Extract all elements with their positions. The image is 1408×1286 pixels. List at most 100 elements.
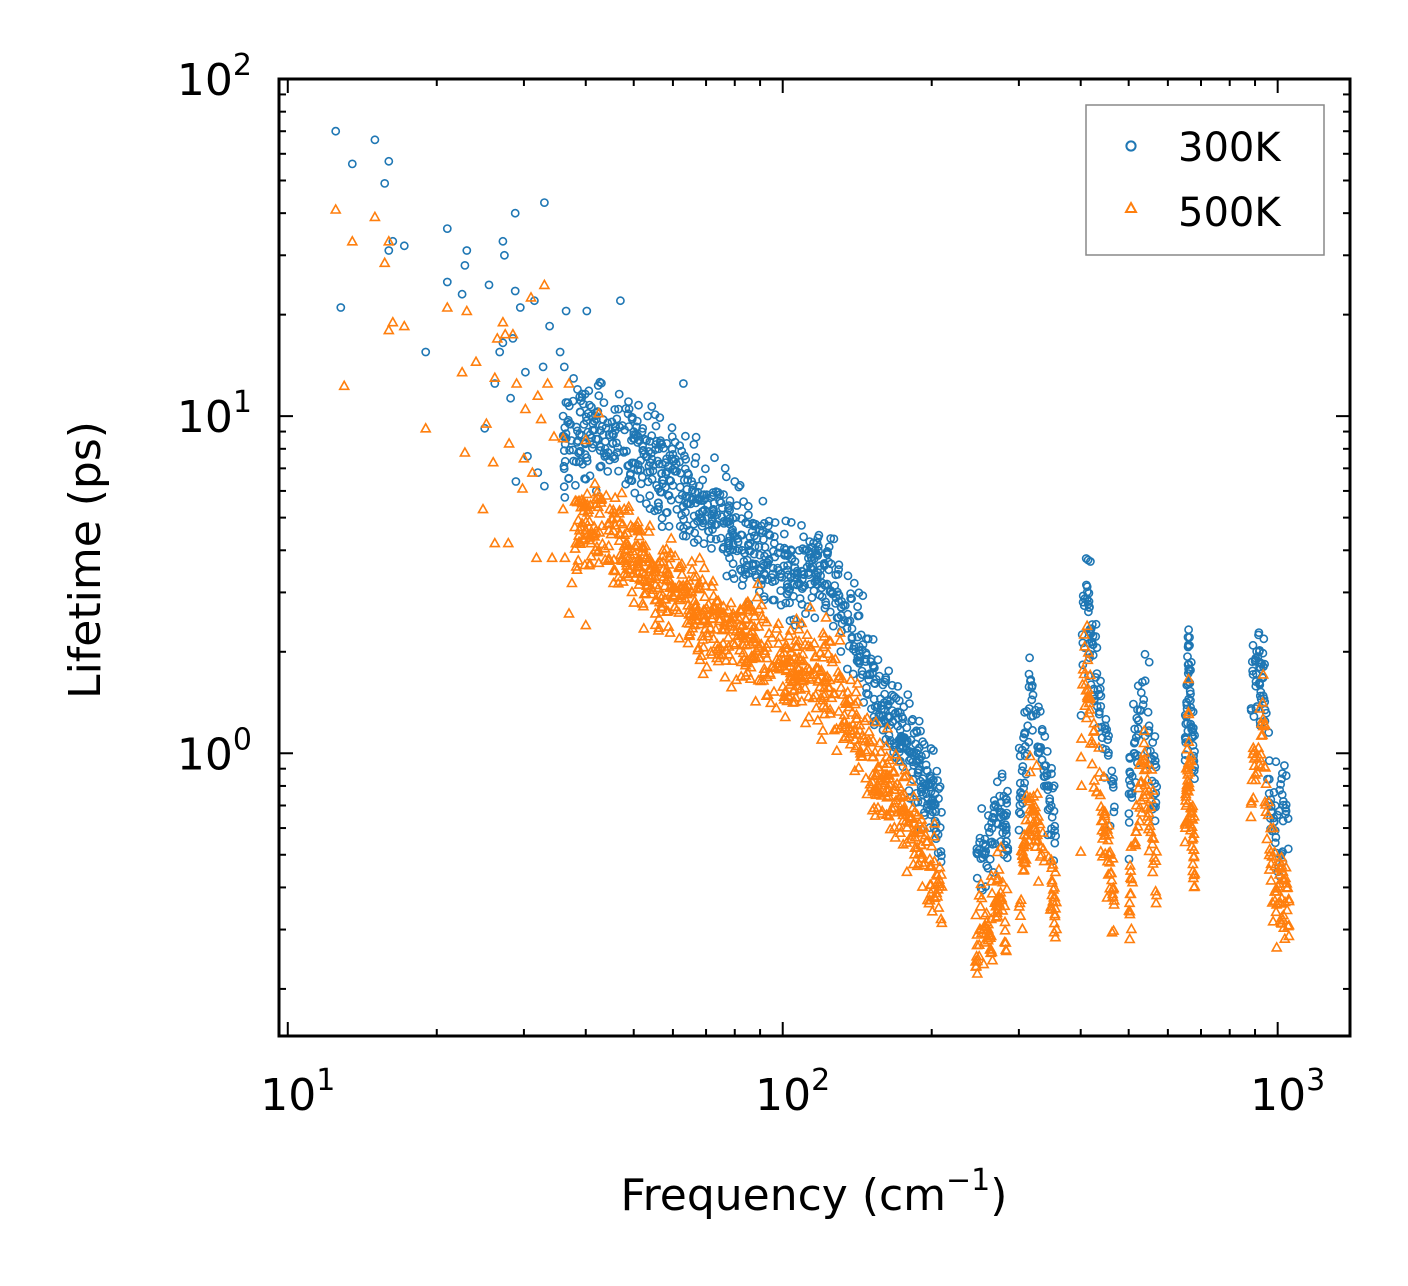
point-300k (506, 393, 515, 403)
point-300k (1256, 658, 1266, 668)
point-300k (779, 529, 789, 539)
point-500k (646, 557, 659, 568)
point-500k (1275, 911, 1288, 922)
point-300k (1126, 780, 1135, 790)
point-500k (1130, 799, 1143, 810)
point-500k (1098, 809, 1111, 821)
point-500k (916, 848, 928, 859)
point-300k (758, 496, 768, 506)
point-300k (1028, 711, 1038, 721)
point-300k (561, 398, 571, 407)
point-500k (1081, 653, 1094, 665)
point-300k (647, 431, 657, 441)
point-300k (1110, 802, 1119, 812)
point-300k (981, 842, 990, 851)
point-500k (897, 802, 910, 813)
point-300k (786, 518, 796, 527)
point-500k (626, 585, 638, 597)
point-500k (548, 430, 560, 441)
point-300k (1136, 688, 1146, 698)
point-300k (1102, 725, 1112, 734)
point-500k (975, 926, 988, 938)
point-500k (761, 637, 774, 648)
point-500k (893, 791, 906, 802)
point-500k (593, 526, 606, 537)
point-300k (560, 456, 570, 466)
point-500k (859, 735, 872, 746)
point-500k (888, 821, 901, 832)
point-300k (1015, 778, 1025, 788)
point-500k (824, 635, 837, 646)
point-300k (574, 456, 584, 466)
point-500k (1022, 792, 1035, 804)
point-300k (1251, 677, 1261, 686)
point-300k (498, 236, 508, 246)
point-500k (838, 716, 851, 727)
point-500k (745, 649, 758, 661)
point-500k (913, 846, 926, 857)
point-500k (788, 683, 801, 694)
point-500k (1024, 749, 1036, 761)
point-300k (1035, 743, 1044, 753)
point-500k (1245, 797, 1258, 808)
point-300k (1125, 769, 1135, 778)
point-500k (1280, 861, 1292, 872)
point-300k (902, 723, 912, 732)
point-500k (640, 587, 652, 598)
point-300k (1047, 824, 1056, 833)
point-500k (644, 563, 657, 574)
point-500k (729, 638, 741, 650)
point-300k (922, 803, 932, 813)
point-500k (628, 596, 640, 607)
point-300k (707, 492, 716, 502)
point-300k (831, 599, 840, 608)
point-300k (1109, 774, 1118, 784)
point-500k (837, 688, 849, 699)
point-500k (581, 506, 594, 517)
point-300k (573, 426, 582, 436)
point-500k (701, 627, 714, 638)
point-500k (1031, 835, 1044, 846)
point-500k (1082, 683, 1095, 694)
point-500k (665, 532, 678, 543)
point-300k (915, 756, 924, 765)
point-500k (577, 532, 590, 543)
point-500k (557, 432, 569, 443)
point-500k (986, 945, 998, 957)
point-300k (826, 534, 836, 543)
point-500k (984, 931, 997, 942)
point-500k (382, 235, 395, 246)
point-500k (398, 319, 411, 331)
point-300k (1143, 707, 1153, 717)
point-500k (1084, 737, 1097, 748)
point-500k (828, 723, 841, 735)
point-300k (870, 663, 879, 673)
point-300k (984, 823, 993, 832)
point-300k (1283, 814, 1293, 823)
point-300k (1045, 803, 1055, 813)
point-300k (921, 760, 931, 770)
point-500k (817, 699, 830, 710)
point-300k (768, 569, 777, 579)
point-300k (1248, 640, 1258, 650)
point-500k (752, 642, 765, 653)
point-300k (699, 539, 709, 548)
point-300k (832, 613, 842, 623)
point-300k (701, 464, 710, 474)
point-500k (1260, 777, 1272, 788)
point-500k (727, 637, 739, 648)
point-500k (712, 647, 725, 659)
point-300k (734, 544, 743, 554)
point-300k (1027, 695, 1037, 705)
point-500k (849, 733, 862, 744)
point-500k (595, 496, 607, 507)
point-300k (370, 135, 380, 145)
point-500k (662, 620, 675, 631)
point-500k (787, 696, 799, 707)
point-500k (817, 724, 829, 735)
point-300k (1133, 724, 1143, 734)
point-300k (998, 821, 1007, 831)
point-500k (688, 608, 700, 620)
point-500k (850, 708, 863, 719)
point-300k (989, 809, 999, 818)
